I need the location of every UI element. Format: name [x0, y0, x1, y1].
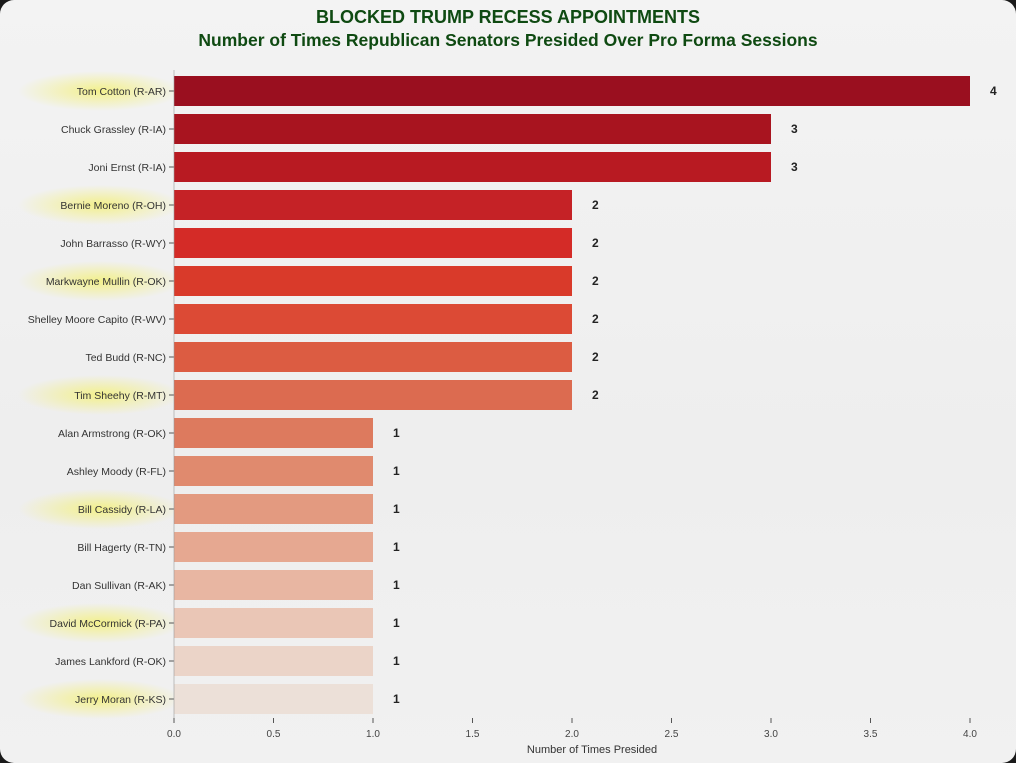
x-tick-label: 2.0 — [565, 729, 579, 740]
category-label: Markwayne Mullin (R-OK) — [46, 276, 166, 288]
category-label: Bill Hagerty (R-TN) — [77, 542, 166, 554]
bar — [174, 152, 771, 182]
bar — [174, 190, 572, 220]
highlight-mark — [18, 261, 182, 301]
bar — [174, 684, 373, 714]
category-label: John Barrasso (R-WY) — [60, 238, 166, 250]
category-labels: Tom Cotton (R-AR) Chuck Grassley (R-IA) Jo… — [28, 86, 174, 706]
x-tick-label: 2.5 — [665, 729, 679, 740]
x-tick-label: 3.5 — [864, 729, 878, 740]
value-label: 2 — [592, 274, 599, 288]
value-label: 1 — [393, 464, 400, 478]
bar — [174, 380, 572, 410]
category-label: Shelley Moore Capito (R-WV) — [28, 314, 166, 326]
value-label: 4 — [990, 84, 997, 98]
x-tick-label: 3.0 — [764, 729, 778, 740]
highlight-mark — [18, 185, 182, 225]
category-label: Bill Cassidy (R-LA) — [78, 504, 166, 516]
bar — [174, 342, 572, 372]
bar — [174, 76, 970, 106]
value-label: 1 — [393, 578, 400, 592]
value-label: 2 — [592, 198, 599, 212]
category-label: Joni Ernst (R-IA) — [88, 162, 166, 174]
x-tick-label: 0.0 — [167, 729, 181, 740]
category-label: Jerry Moran (R-KS) — [75, 694, 166, 706]
category-label: David McCormick (R-PA) — [50, 618, 166, 630]
bar — [174, 532, 373, 562]
category-label: Ted Budd (R-NC) — [85, 352, 166, 364]
category-label: Alan Armstrong (R-OK) — [58, 428, 166, 440]
bar — [174, 304, 572, 334]
value-label: 2 — [592, 388, 599, 402]
x-tick-label: 4.0 — [963, 729, 977, 740]
x-tick-label: 1.0 — [366, 729, 380, 740]
category-label: Bernie Moreno (R-OH) — [60, 200, 166, 212]
category-label: James Lankford (R-OK) — [55, 656, 166, 668]
value-label: 3 — [791, 122, 798, 136]
bars-group — [174, 76, 970, 714]
bar — [174, 418, 373, 448]
bar — [174, 608, 373, 638]
x-tick-label: 0.5 — [267, 729, 281, 740]
bar — [174, 456, 373, 486]
value-label: 1 — [393, 692, 400, 706]
category-label: Ashley Moody (R-FL) — [67, 466, 166, 478]
chart-header: BLOCKED TRUMP RECESS APPOINTMENTS Number… — [0, 6, 1016, 52]
bar — [174, 114, 771, 144]
value-label: 2 — [592, 350, 599, 364]
value-label: 2 — [592, 312, 599, 326]
label-highlights — [18, 71, 182, 719]
value-label: 3 — [791, 160, 798, 174]
value-label: 1 — [393, 502, 400, 516]
category-label: Tom Cotton (R-AR) — [77, 86, 166, 98]
bar — [174, 494, 373, 524]
value-label: 1 — [393, 654, 400, 668]
bar — [174, 228, 572, 258]
x-axis: 0.0 0.5 1.0 1.5 2.0 2.5 3.0 3.5 4.0 — [167, 70, 977, 740]
bar — [174, 570, 373, 600]
value-label: 1 — [393, 426, 400, 440]
highlight-mark — [18, 71, 182, 111]
chart-subtitle: Number of Times Republican Senators Pres… — [160, 29, 908, 52]
value-label: 1 — [393, 616, 400, 630]
chart-title: BLOCKED TRUMP RECESS APPOINTMENTS — [301, 6, 715, 29]
highlight-mark — [18, 375, 182, 415]
value-labels: 4 3 3 2 2 2 2 2 2 1 1 1 1 1 1 1 1 — [393, 84, 997, 706]
bar — [174, 266, 572, 296]
highlight-mark — [18, 603, 182, 643]
bar — [174, 646, 373, 676]
value-label: 1 — [393, 540, 400, 554]
category-label: Dan Sullivan (R-AK) — [72, 580, 166, 592]
x-axis-title: Number of Times Presided — [527, 744, 657, 756]
category-label: Chuck Grassley (R-IA) — [61, 124, 166, 136]
x-tick-label: 1.5 — [466, 729, 480, 740]
highlight-mark — [18, 679, 182, 719]
category-label: Tim Sheehy (R-MT) — [74, 390, 166, 402]
highlight-mark — [18, 489, 182, 529]
value-label: 2 — [592, 236, 599, 250]
